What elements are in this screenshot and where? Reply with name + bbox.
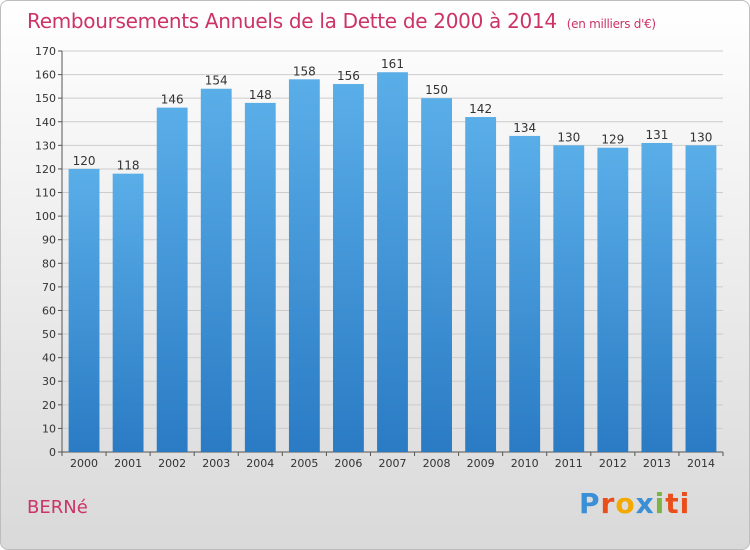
chart-title: Remboursements Annuels de la Dette de 20…: [27, 9, 656, 33]
x-tick-label: 2014: [687, 457, 715, 470]
x-tick-label: 2010: [511, 457, 539, 470]
bar-2008: [421, 98, 452, 453]
bar-2009: [465, 117, 497, 452]
y-tick-label: 140: [35, 116, 56, 129]
data-label-2014: 130: [690, 130, 713, 144]
data-labels: 120 118 146 154 148 158 156 161 150 142 134 130 129 1…: [73, 57, 713, 172]
commune-name: BERNé: [27, 497, 88, 518]
x-tick-label: 2007: [379, 457, 407, 470]
bar-2014: [685, 145, 717, 452]
bar-2001: [112, 173, 144, 453]
data-label-2000: 120: [73, 154, 96, 168]
bar-2012: [597, 147, 629, 452]
data-label-2010: 134: [513, 121, 536, 135]
y-tick-label: 50: [42, 328, 56, 341]
bar-2006: [333, 84, 364, 452]
data-label-2013: 131: [645, 128, 668, 142]
x-tick-label: 2008: [423, 457, 451, 470]
x-tick-label: 2000: [70, 457, 98, 470]
y-tick-label: 130: [35, 139, 56, 152]
bar-2002: [156, 107, 188, 453]
data-label-2001: 118: [117, 159, 140, 173]
x-tick-label: 2013: [643, 457, 671, 470]
data-label-2012: 129: [601, 133, 624, 147]
axes: 0 10 20 30 40 50 60 70 80 90 100 110 120 130 140 150 160…: [35, 45, 724, 470]
data-label-2009: 142: [469, 102, 492, 116]
y-tick-label: 170: [35, 45, 56, 58]
bar-2010: [509, 135, 541, 452]
bar-2003: [200, 88, 232, 452]
data-label-2002: 146: [161, 93, 184, 107]
y-tick-label: 60: [42, 304, 56, 317]
chart-unit: (en milliers d'€): [566, 17, 656, 31]
y-tick-label: 150: [35, 92, 56, 105]
x-tick-label: 2004: [246, 457, 274, 470]
y-tick-label: 110: [35, 187, 56, 200]
x-tick-label: 2003: [202, 457, 230, 470]
x-tick-label: 2002: [158, 457, 186, 470]
y-tick-label: 100: [35, 210, 56, 223]
bar-2000: [68, 168, 100, 453]
bar-2013: [641, 142, 673, 452]
data-label-2003: 154: [205, 74, 228, 88]
bars: [68, 72, 717, 453]
proxiti-logo: Proxiti: [579, 487, 691, 520]
x-tick-label: 2009: [467, 457, 495, 470]
y-tick-label: 20: [42, 399, 56, 412]
data-label-2005: 158: [293, 64, 316, 78]
x-tick-label: 2006: [334, 457, 362, 470]
y-tick-label: 80: [42, 257, 56, 270]
bar-2007: [377, 72, 408, 453]
y-tick-label: 40: [42, 352, 56, 365]
y-tick-label: 30: [42, 375, 56, 388]
y-tick-label: 10: [42, 422, 56, 435]
bar-2005: [288, 79, 320, 453]
y-tick-label: 120: [35, 163, 56, 176]
bar-2011: [553, 145, 585, 452]
data-label-2011: 130: [557, 130, 580, 144]
x-tick-label: 2005: [290, 457, 318, 470]
data-label-2008: 150: [425, 83, 448, 97]
data-label-2006: 156: [337, 69, 360, 83]
data-label-2004: 148: [249, 88, 272, 102]
x-tick-label: 2011: [555, 457, 583, 470]
bar-2004: [244, 102, 276, 453]
y-tick-label: 70: [42, 281, 56, 294]
y-tick-label: 0: [49, 446, 56, 459]
data-label-2007: 161: [381, 57, 404, 71]
chart-title-text: Remboursements Annuels de la Dette de 20…: [27, 9, 557, 33]
x-tick-label: 2001: [114, 457, 142, 470]
y-tick-label: 160: [35, 69, 56, 82]
x-tick-label: 2012: [599, 457, 627, 470]
y-tick-label: 90: [42, 234, 56, 247]
